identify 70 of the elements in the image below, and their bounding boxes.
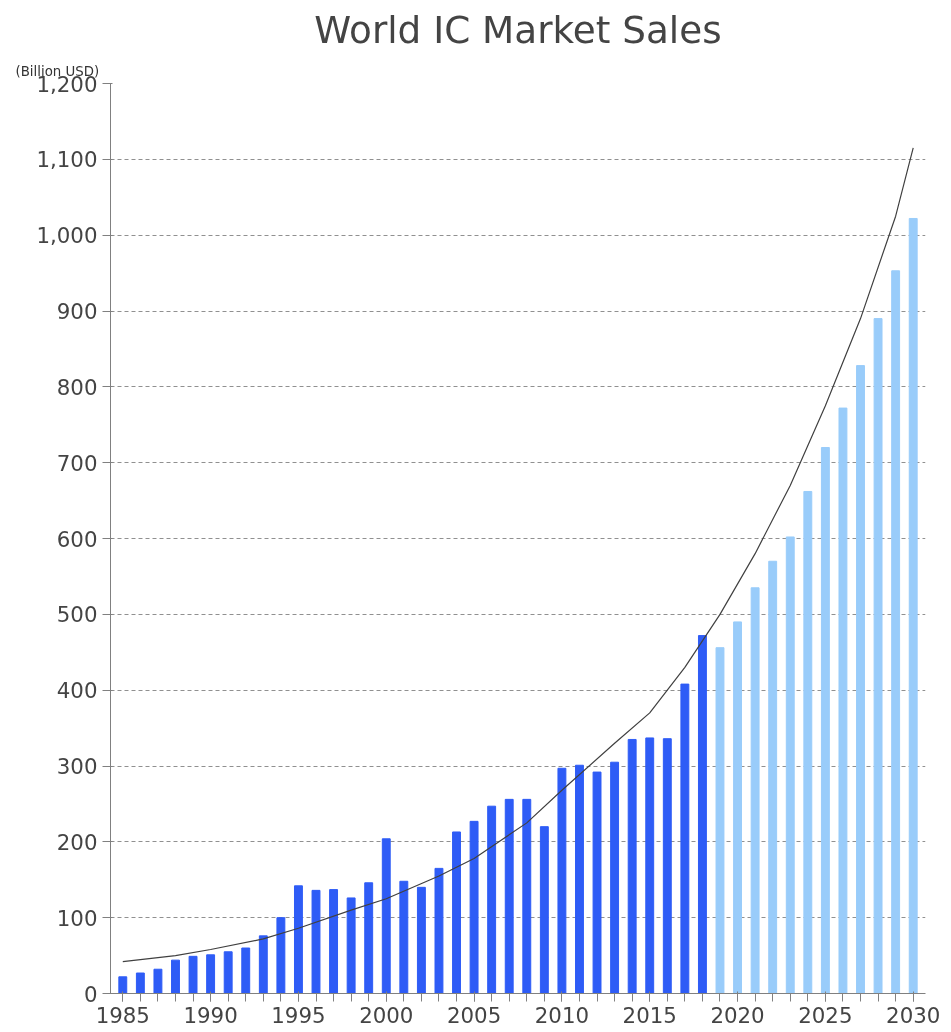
bar	[680, 683, 690, 994]
bar	[469, 820, 479, 994]
bar	[504, 798, 514, 994]
x-tick-label: 2010	[534, 1002, 590, 1028]
bar	[838, 407, 848, 994]
bar	[750, 587, 760, 994]
bar	[539, 826, 549, 994]
bar	[258, 935, 268, 994]
bar	[715, 647, 725, 994]
bar	[873, 318, 883, 994]
bar	[311, 889, 321, 994]
bar	[276, 917, 286, 994]
bar	[381, 838, 391, 994]
bar	[416, 886, 426, 994]
bar	[346, 897, 356, 994]
y-tick-label: 300	[56, 754, 98, 779]
y-tick-label: 1,100	[36, 147, 98, 173]
y-tick-label: 700	[56, 450, 98, 476]
x-tick-label: 2005	[446, 1002, 502, 1028]
bar	[293, 885, 303, 994]
bar	[575, 764, 584, 994]
bar	[768, 560, 778, 994]
x-tick-label: 2025	[798, 1002, 853, 1028]
y-tick-label: 100	[56, 905, 98, 931]
bar	[662, 738, 672, 994]
y-tick-label: 200	[56, 829, 98, 855]
y-tick-label: 400	[56, 678, 98, 704]
bar	[557, 767, 567, 994]
y-tick-label: 0	[83, 981, 98, 1007]
bar	[733, 621, 743, 994]
bar	[434, 867, 444, 994]
bar	[153, 968, 163, 994]
x-tick-label: 2030	[886, 1002, 941, 1028]
bar	[329, 889, 339, 994]
bar	[592, 771, 602, 994]
bar	[399, 880, 409, 994]
bar	[803, 490, 813, 994]
x-tick-label: 1985	[95, 1002, 150, 1028]
bar	[856, 365, 865, 994]
x-tick-label: 1995	[271, 1002, 326, 1028]
bar	[171, 959, 180, 994]
bar	[452, 831, 461, 994]
bar	[627, 738, 637, 994]
bar	[188, 955, 198, 994]
x-tick-label: 2015	[622, 1002, 677, 1028]
bar	[241, 947, 251, 994]
y-tick-label: 1,000	[36, 223, 98, 249]
y-tick-label: 600	[56, 526, 98, 552]
chart-title: World IC Market Sales	[314, 7, 722, 52]
y-tick-label: 500	[56, 602, 98, 628]
bar	[908, 217, 918, 994]
bar	[135, 972, 145, 994]
bar	[118, 976, 128, 994]
bar	[223, 951, 233, 994]
x-tick-label: 2020	[710, 1002, 765, 1028]
y-tick-label: 800	[56, 374, 98, 400]
line-series	[122, 147, 914, 963]
bar	[487, 805, 497, 994]
bar	[891, 270, 901, 994]
bar	[206, 954, 216, 994]
x-tick-label: 1990	[183, 1002, 238, 1028]
bar	[645, 737, 655, 994]
x-tick-label: 2000	[359, 1002, 414, 1028]
bar	[610, 761, 620, 994]
y-tick-label: 900	[56, 299, 98, 324]
bar	[364, 882, 374, 994]
bar	[522, 798, 532, 994]
bar	[820, 447, 830, 994]
bar	[697, 635, 707, 994]
bar	[785, 536, 795, 994]
